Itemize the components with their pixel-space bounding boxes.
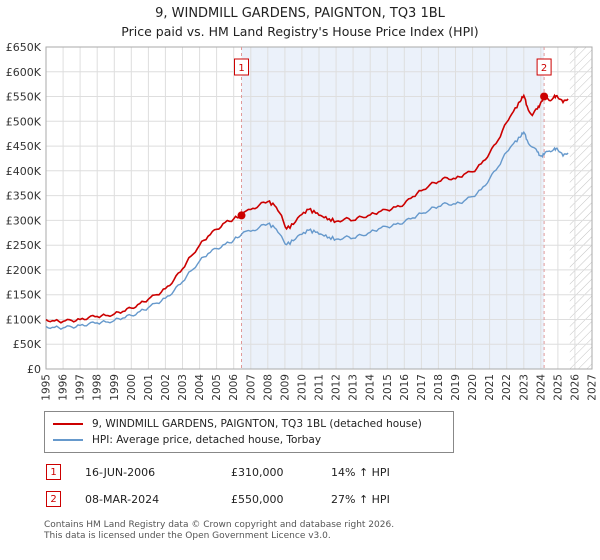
sale-flag-1 — [234, 58, 249, 76]
svg-text:2017: 2017 — [416, 374, 428, 401]
svg-text:£100K: £100K — [6, 314, 42, 327]
svg-text:£150K: £150K — [6, 289, 42, 302]
hpi-line — [45, 130, 569, 331]
svg-text:£0: £0 — [27, 363, 41, 376]
sale-price: £550,000 — [231, 492, 284, 506]
svg-text:2016: 2016 — [399, 374, 411, 401]
property-line-swatch — [53, 423, 83, 425]
sale-hpi-delta: 14% ↑ HPI — [331, 465, 390, 479]
svg-text:2014: 2014 — [365, 374, 377, 401]
svg-text:2018: 2018 — [433, 374, 445, 401]
svg-text:1995: 1995 — [41, 374, 53, 401]
svg-text:2008: 2008 — [262, 374, 274, 401]
sale-date: 16-JUN-2006 — [85, 465, 156, 479]
svg-text:2026: 2026 — [569, 374, 581, 401]
price-history-chart: £0 £50K £100K £150K £200K £250K £300K £350K £400… — [0, 39, 600, 411]
svg-text:2005: 2005 — [211, 374, 223, 401]
svg-text:2022: 2022 — [501, 374, 513, 401]
svg-text:£250K: £250K — [6, 239, 42, 252]
sale-hpi-delta: 27% ↑ HPI — [331, 492, 390, 506]
sale-point-1 — [237, 211, 246, 220]
svg-text:2025: 2025 — [552, 374, 564, 401]
legend-item-property: 9, WINDMILL GARDENS, PAIGNTON, TQ3 1BL (… — [53, 416, 445, 432]
plot-border — [45, 46, 593, 370]
svg-text:£450K: £450K — [6, 140, 42, 153]
sale-flag-2 — [536, 58, 552, 76]
svg-text:2019: 2019 — [450, 374, 462, 401]
legend-label-property: 9, WINDMILL GARDENS, PAIGNTON, TQ3 1BL (… — [92, 418, 422, 430]
svg-text:£650K: £650K — [6, 41, 42, 54]
svg-text:2012: 2012 — [331, 374, 343, 401]
svg-text:2002: 2002 — [160, 374, 172, 401]
hpi-line-swatch — [53, 439, 83, 441]
svg-text:£400K: £400K — [6, 165, 42, 178]
svg-text:2009: 2009 — [279, 374, 291, 401]
sale-date: 08-MAR-2024 — [85, 492, 160, 506]
legend-label-hpi: HPI: Average price, detached house, Torb… — [92, 434, 322, 446]
page-subtitle: Price paid vs. HM Land Registry's House … — [121, 24, 479, 39]
svg-text:2003: 2003 — [177, 374, 189, 401]
svg-text:1998: 1998 — [92, 374, 104, 401]
sale-point-2 — [540, 92, 549, 101]
sale-annotation-1: 1 16-JUN-2006 £310,000 14% ↑ HPI — [46, 464, 600, 480]
sale-annotation-2: 2 08-MAR-2024 £550,000 27% ↑ HPI — [46, 491, 600, 507]
legend-item-hpi: HPI: Average price, detached house, Torb… — [53, 432, 445, 448]
svg-text:2004: 2004 — [194, 374, 206, 401]
future-hatch-region — [569, 47, 592, 369]
svg-text:£300K: £300K — [6, 214, 42, 227]
sale-number-badge: 2 — [46, 491, 61, 507]
svg-text:2013: 2013 — [348, 374, 360, 401]
svg-text:2: 2 — [541, 63, 547, 74]
svg-text:2015: 2015 — [382, 374, 394, 401]
svg-text:1: 1 — [238, 63, 244, 74]
svg-text:2027: 2027 — [587, 374, 599, 401]
license-footer: Contains HM Land Registry data © Crown c… — [44, 520, 600, 543]
svg-text:2011: 2011 — [314, 374, 326, 401]
footer-line-2: This data is licensed under the Open Gov… — [44, 531, 331, 542]
svg-text:1996: 1996 — [58, 374, 70, 401]
svg-text:£550K: £550K — [6, 91, 42, 104]
chart-legend: 9, WINDMILL GARDENS, PAIGNTON, TQ3 1BL (… — [44, 411, 454, 453]
footer-line-1: Contains HM Land Registry data © Crown c… — [44, 520, 395, 530]
page-title: 9, WINDMILL GARDENS, PAIGNTON, TQ3 1BL — [155, 6, 445, 21]
svg-text:2024: 2024 — [535, 374, 547, 401]
svg-text:1999: 1999 — [109, 374, 121, 401]
svg-text:£500K: £500K — [6, 115, 42, 128]
svg-text:£600K: £600K — [6, 66, 42, 79]
svg-text:1997: 1997 — [75, 374, 87, 401]
svg-text:2023: 2023 — [518, 374, 530, 401]
sale-number-badge: 1 — [46, 464, 61, 480]
chart-page: 9, WINDMILL GARDENS, PAIGNTON, TQ3 1BL P… — [0, 6, 600, 543]
svg-text:£200K: £200K — [6, 264, 42, 277]
svg-text:£50K: £50K — [13, 338, 42, 351]
svg-text:2010: 2010 — [296, 374, 308, 401]
grid — [45, 46, 593, 370]
svg-text:2021: 2021 — [484, 374, 496, 401]
svg-text:2020: 2020 — [467, 374, 479, 401]
svg-text:2007: 2007 — [245, 374, 257, 401]
svg-text:£350K: £350K — [6, 190, 42, 203]
y-axis-labels: £0 £50K £100K £150K £200K £250K £300K £350K £400… — [6, 41, 42, 376]
x-axis-labels: 1995 1996 1997 1998 1999 2000 2001 2002 2003 2004… — [41, 374, 599, 401]
property-price-line — [45, 93, 569, 324]
svg-text:2001: 2001 — [143, 374, 155, 401]
svg-text:2000: 2000 — [126, 374, 138, 401]
sale-price: £310,000 — [231, 465, 284, 479]
svg-text:2006: 2006 — [228, 374, 240, 401]
